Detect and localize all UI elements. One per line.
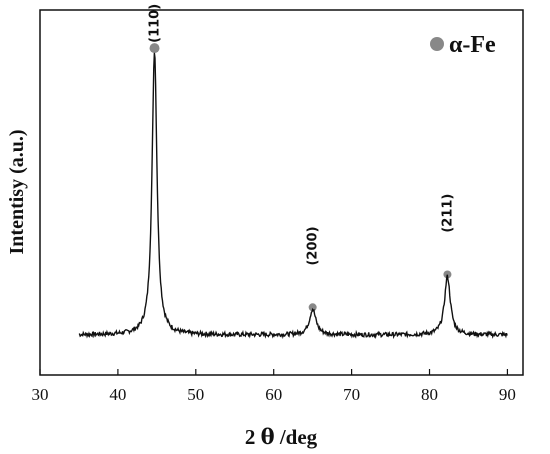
- peak-labels: (110) (200) (211): [148, 4, 456, 266]
- legend-label: α-Fe: [449, 32, 496, 58]
- x-axis-title-unit: /deg: [275, 425, 318, 449]
- plot-frame: [39, 9, 524, 376]
- y-axis-title: Intentisy (a.u.): [6, 129, 28, 254]
- diffraction-pattern-line: [78, 52, 508, 340]
- peak-marker-2: [308, 303, 317, 312]
- peak-label-3: (211): [440, 194, 455, 233]
- peak-marker-1: [149, 43, 160, 54]
- peak-markers: [149, 43, 452, 312]
- x-tick-label-60: 60: [265, 385, 282, 404]
- x-tick-label-50: 50: [187, 385, 204, 404]
- x-tick-label-90: 90: [499, 385, 516, 404]
- peak-label-1: (110): [148, 4, 163, 43]
- x-axis-title-theta: θ: [261, 424, 275, 449]
- legend: α-Fe: [430, 32, 496, 58]
- x-tick-label-40: 40: [109, 385, 126, 404]
- x-axis-title-main: 2: [245, 425, 261, 449]
- x-axis-title: 2 θ /deg: [245, 424, 318, 449]
- x-tick-label-30: 30: [32, 385, 49, 404]
- peak-marker-3: [443, 270, 452, 279]
- x-tick-label-70: 70: [343, 385, 360, 404]
- x-tick-label-80: 80: [421, 385, 438, 404]
- legend-marker: [430, 37, 444, 51]
- peak-label-2: (200): [306, 226, 321, 265]
- x-axis-ticks: 30 40 50 60 70 80 90: [32, 369, 516, 404]
